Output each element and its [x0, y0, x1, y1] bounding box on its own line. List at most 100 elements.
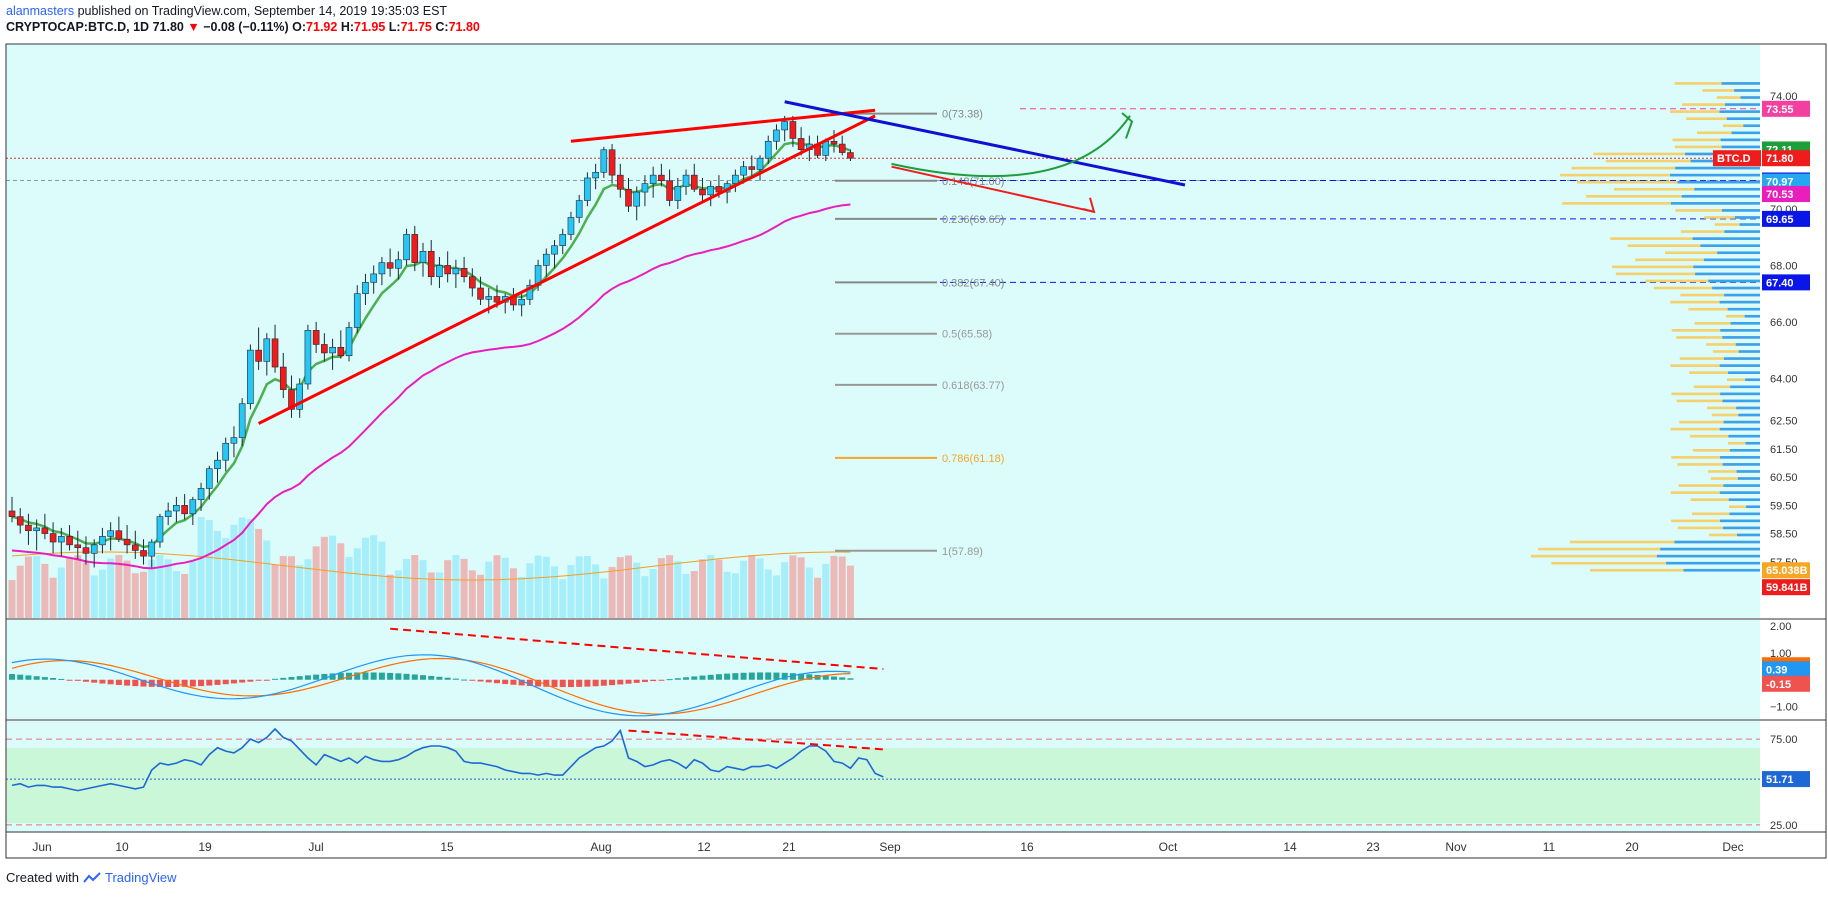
- macd-histogram-bar: [420, 675, 426, 680]
- macd-histogram-bar: [831, 676, 837, 680]
- time-axis-tick: 11: [1543, 840, 1556, 854]
- macd-histogram-bar: [740, 672, 747, 680]
- candle-body: [477, 287, 484, 300]
- volume-bar: [230, 524, 238, 618]
- time-axis-tick: 15: [440, 840, 454, 854]
- volume-bar: [731, 573, 739, 618]
- author-link[interactable]: alanmasters: [6, 4, 75, 18]
- volume-profile-bar: [1692, 237, 1760, 240]
- macd-histogram-bar: [296, 676, 303, 680]
- volume-profile-bar: [1670, 110, 1760, 113]
- macd-line: [11, 654, 851, 717]
- volume-bar: [690, 571, 698, 618]
- candle-body: [436, 265, 443, 278]
- rising-wedge-resistance-line: [570, 108, 876, 143]
- price-badge-label: 73.55: [1766, 104, 1794, 116]
- volume-profile-bar: [1660, 547, 1760, 551]
- macd-divergence-line: [390, 627, 884, 670]
- volume-profile-bar: [1613, 187, 1760, 191]
- volume-profile-bar: [1605, 159, 1760, 163]
- volume-bar: [674, 561, 682, 618]
- price-badge-label: 70.97: [1766, 177, 1794, 189]
- volume-bar: [805, 567, 813, 618]
- price-axis-tick: 58.50: [1770, 529, 1798, 541]
- volume-profile-bar: [1681, 195, 1760, 198]
- volume-profile-bar: [1680, 293, 1760, 297]
- candle-body: [838, 143, 846, 153]
- volume-profile-bar: [1676, 336, 1760, 339]
- volume-bar: [41, 563, 49, 618]
- macd-histogram-bar: [559, 679, 566, 688]
- macd-histogram-bar: [485, 679, 492, 683]
- volume-bar: [255, 528, 263, 618]
- macd-histogram-bar: [387, 672, 394, 680]
- symbol-label[interactable]: CRYPTOCAP:BTC.D, 1D: [6, 20, 150, 34]
- volume-bar: [592, 564, 600, 618]
- candle-body: [822, 140, 830, 156]
- high-value: 71.95: [354, 20, 386, 34]
- volume-profile-bar: [1695, 272, 1760, 276]
- macd-histogram-bar: [189, 679, 196, 687]
- candle-body: [616, 174, 624, 190]
- macd-histogram-bar: [773, 672, 780, 680]
- volume-bar: [107, 558, 115, 618]
- price-axis-tick: 74.00: [1770, 91, 1798, 103]
- volume-profile-bar: [1679, 357, 1760, 360]
- volume-profile-bar: [1724, 230, 1760, 233]
- macd-histogram-bar: [411, 674, 418, 680]
- candle-body: [427, 251, 435, 278]
- candle-body: [312, 330, 320, 345]
- candle-body: [362, 282, 369, 294]
- candle-body: [526, 284, 534, 300]
- volume-profile-bar: [1728, 498, 1760, 501]
- candle-body: [608, 149, 616, 176]
- volume-profile-bar: [1693, 265, 1760, 269]
- volume-profile-bar: [1726, 117, 1760, 120]
- volume-profile-bar: [1708, 470, 1760, 473]
- volume-bar: [666, 555, 674, 618]
- time-axis-tick: 12: [697, 840, 711, 854]
- arrow-head-icon: [1121, 112, 1134, 139]
- macd-histogram-bar: [609, 679, 616, 686]
- macd-histogram-bar: [625, 679, 632, 684]
- candle-body: [666, 180, 673, 201]
- ema-long-line: [11, 203, 851, 570]
- price-badge: [1762, 562, 1810, 579]
- volume-profile-bar: [1670, 364, 1760, 367]
- macd-histogram-bar: [165, 679, 172, 688]
- price-badge: [1762, 173, 1810, 190]
- volume-profile-bar: [1677, 526, 1760, 530]
- volume-profile-bar: [1730, 322, 1760, 325]
- volume-profile-bar: [1739, 223, 1760, 226]
- volume-profile-bar: [1670, 491, 1760, 494]
- macd-histogram-bar: [115, 679, 122, 685]
- tradingview-link[interactable]: TradingView: [104, 870, 177, 885]
- volume-profile-bar: [1722, 526, 1760, 530]
- macd-histogram-bar: [288, 676, 295, 680]
- price-badge: [1762, 274, 1810, 291]
- volume-profile-bar: [1738, 413, 1760, 417]
- macd-histogram-bar: [847, 678, 854, 680]
- volume-profile-bar: [1688, 307, 1760, 311]
- candle-body: [74, 544, 82, 548]
- volume-bar: [698, 559, 706, 618]
- volume-bar: [633, 562, 641, 618]
- candle-body: [715, 186, 723, 193]
- volume-bar: [90, 575, 98, 618]
- fib-level-label: 0.5(65.58): [942, 329, 992, 341]
- volume-profile-bar: [1635, 258, 1760, 262]
- volume-bar: [156, 555, 164, 618]
- macd-histogram-bar: [66, 679, 73, 681]
- candle-body: [789, 121, 797, 139]
- volume-bar: [370, 535, 378, 618]
- volume-profile-bar: [1708, 533, 1760, 537]
- macd-histogram-bar: [50, 677, 57, 680]
- rising-wedge-support-line: [257, 114, 876, 425]
- volume-profile-bar: [1551, 561, 1760, 565]
- volume-bar: [361, 537, 369, 618]
- volume-profile-bar: [1728, 434, 1760, 438]
- candle-body: [107, 530, 114, 537]
- volume-profile-bar: [1683, 568, 1760, 572]
- volume-bar: [8, 580, 16, 618]
